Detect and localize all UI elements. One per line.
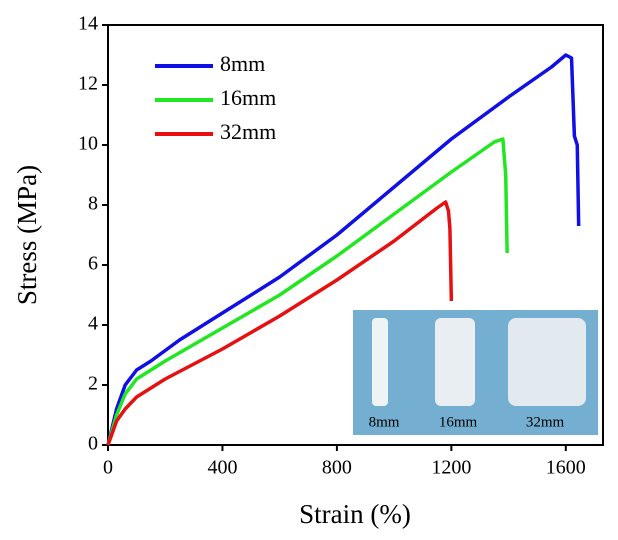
inset-label: 32mm xyxy=(526,414,565,430)
y-tick-label: 12 xyxy=(78,73,98,95)
x-tick-label: 1600 xyxy=(546,457,586,479)
inset-label: 16mm xyxy=(439,414,478,430)
y-tick-label: 14 xyxy=(78,13,98,35)
y-tick-label: 6 xyxy=(88,253,98,275)
y-axis-label: Stress (MPa) xyxy=(12,165,42,305)
plot-frame xyxy=(107,24,604,446)
line xyxy=(106,53,581,446)
sample-16mm xyxy=(435,318,475,406)
y-tick-label: 10 xyxy=(78,133,98,155)
x-tick-label: 400 xyxy=(207,457,237,479)
x-tick-label: 800 xyxy=(322,457,352,479)
legend-label: 8mm xyxy=(220,51,265,76)
y-tick-label: 4 xyxy=(88,313,98,335)
legend-label: 32mm xyxy=(220,119,276,144)
x-tick-label: 0 xyxy=(103,457,113,479)
y-tick-label: 8 xyxy=(88,193,98,215)
inset-label: 8mm xyxy=(369,414,400,430)
legend-label: 16mm xyxy=(220,85,276,110)
x-axis-label: Strain (%) xyxy=(299,499,411,529)
line xyxy=(106,137,509,446)
y-tick-label: 2 xyxy=(88,373,98,395)
y-tick-label: 0 xyxy=(88,433,98,455)
sample-8mm xyxy=(372,318,388,406)
line xyxy=(106,200,454,446)
sample-32mm xyxy=(508,318,586,406)
x-tick-label: 1200 xyxy=(431,457,471,479)
